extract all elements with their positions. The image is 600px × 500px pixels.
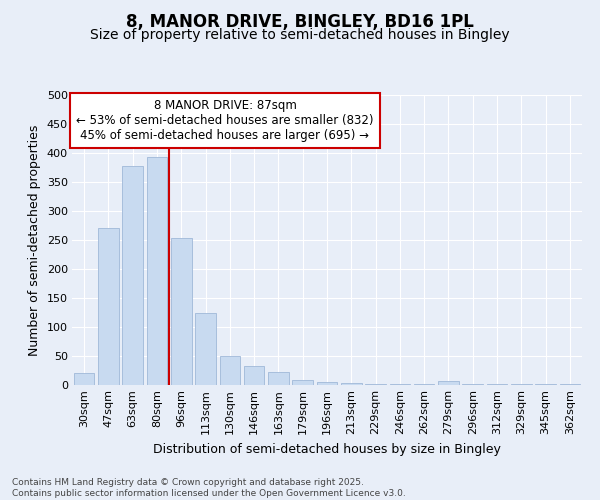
Bar — [463, 384, 483, 385]
Bar — [122, 166, 143, 385]
Y-axis label: Number of semi-detached properties: Number of semi-detached properties — [28, 124, 41, 356]
Bar — [511, 384, 532, 385]
Bar — [438, 381, 459, 385]
Bar — [317, 382, 337, 385]
Text: 8 MANOR DRIVE: 87sqm
← 53% of semi-detached houses are smaller (832)
45% of semi: 8 MANOR DRIVE: 87sqm ← 53% of semi-detac… — [76, 100, 374, 142]
Bar — [74, 374, 94, 385]
Bar — [171, 238, 191, 385]
Bar — [365, 384, 386, 385]
Text: Size of property relative to semi-detached houses in Bingley: Size of property relative to semi-detach… — [90, 28, 510, 42]
Bar — [268, 372, 289, 385]
Bar — [341, 384, 362, 385]
Bar — [292, 380, 313, 385]
Bar — [487, 384, 508, 385]
Bar — [146, 157, 167, 385]
Bar — [389, 384, 410, 385]
Bar — [195, 312, 216, 385]
Bar — [244, 366, 265, 385]
Bar — [560, 384, 580, 385]
Bar — [535, 384, 556, 385]
Text: Contains HM Land Registry data © Crown copyright and database right 2025.
Contai: Contains HM Land Registry data © Crown c… — [12, 478, 406, 498]
Bar — [220, 356, 240, 385]
Bar — [98, 228, 119, 385]
Text: 8, MANOR DRIVE, BINGLEY, BD16 1PL: 8, MANOR DRIVE, BINGLEY, BD16 1PL — [126, 12, 474, 30]
Bar — [414, 384, 434, 385]
X-axis label: Distribution of semi-detached houses by size in Bingley: Distribution of semi-detached houses by … — [153, 442, 501, 456]
